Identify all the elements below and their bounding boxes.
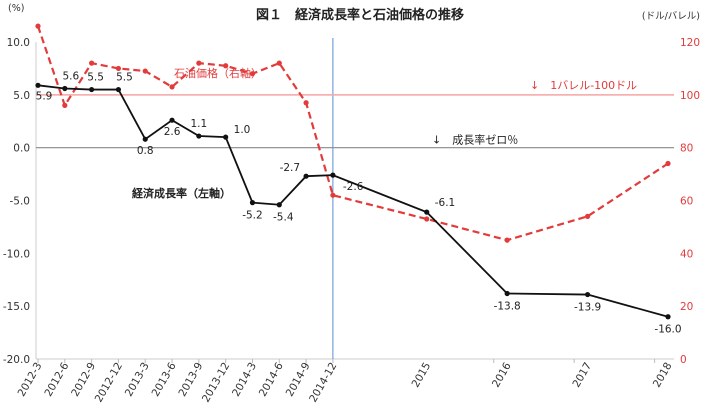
x-tick-label: 2017 bbox=[570, 361, 594, 390]
growth-data-label: -6.1 bbox=[435, 197, 456, 209]
y-right-tick-label: 120 bbox=[680, 37, 700, 49]
reference-lines: ↓ 1バレル-100ドル ↓ 成長率ゼロ％ bbox=[36, 38, 674, 359]
growth-rate-line bbox=[37, 84, 669, 318]
y-left-tick-label: 0.0 bbox=[13, 143, 30, 155]
growth-data-label: 5.5 bbox=[116, 72, 133, 84]
y-left-tick-label: 5.0 bbox=[13, 90, 30, 102]
growth-rate-point bbox=[196, 133, 202, 139]
x-tick-label: 2016 bbox=[490, 360, 514, 389]
growth-data-label: -13.9 bbox=[574, 302, 601, 314]
growth-data-label: 1.1 bbox=[190, 118, 207, 130]
oil-price-line bbox=[36, 25, 669, 242]
y-right-tick-label: 80 bbox=[680, 143, 693, 155]
growth-rate-point bbox=[169, 117, 175, 123]
y-right-tick-label: 40 bbox=[680, 248, 693, 260]
growth-data-label: -5.4 bbox=[273, 212, 294, 224]
growth-data-label: 0.8 bbox=[137, 145, 154, 157]
x-tick-label: 2014-6 bbox=[257, 360, 286, 398]
left-axis-unit: (%) bbox=[8, 3, 24, 14]
growth-rate-point bbox=[330, 172, 336, 178]
oil-price-point bbox=[196, 60, 202, 66]
growth-rate-point bbox=[142, 136, 148, 142]
growth-series-label: 経済成長率（左軸） bbox=[132, 186, 231, 200]
x-tick-label: 2012-3 bbox=[16, 361, 45, 399]
oil-price-point bbox=[330, 192, 336, 198]
oil-price-point bbox=[424, 216, 430, 222]
oil-price-point bbox=[35, 23, 41, 29]
oil-price-point bbox=[276, 60, 282, 66]
x-tick-label: 2012-6 bbox=[42, 360, 71, 398]
growth-data-label: 1.0 bbox=[234, 124, 251, 136]
growth-rate-point bbox=[249, 200, 256, 206]
growth-data-label: -13.8 bbox=[494, 300, 521, 312]
oil-series-label: 石油価格（右軸） bbox=[174, 66, 262, 80]
oil-price-point bbox=[303, 100, 309, 106]
zero-growth-reference-label: ↓ 成長率ゼロ％ bbox=[432, 133, 518, 147]
growth-data-label: 2.6 bbox=[164, 126, 181, 138]
y-right-tick-label: 60 bbox=[680, 196, 693, 208]
growth-rate-point bbox=[276, 202, 282, 208]
y-left-tick-label: -5.0 bbox=[10, 196, 31, 208]
y-left-tick-label: -15.0 bbox=[3, 301, 30, 313]
growth-rate-point bbox=[115, 86, 122, 93]
x-tick-label: 2013-9 bbox=[176, 361, 205, 399]
axes: 10.0 5.0 0.0 -5.0 -10.0 -15.0 -20.0 120 100 80 60 4… bbox=[3, 37, 700, 404]
oil-price-point bbox=[584, 213, 591, 219]
growth-rate-point bbox=[584, 291, 591, 298]
growth-rate-point bbox=[62, 85, 68, 92]
x-tick-label: 2013-3 bbox=[123, 361, 152, 399]
oil-price-point bbox=[223, 63, 229, 69]
oil-price-point bbox=[504, 237, 510, 243]
growth-data-label: 5.9 bbox=[36, 90, 53, 102]
chart-title: 図１ 経済成長率と石油価格の推移 bbox=[256, 7, 464, 23]
oil-100-reference-label: ↓ 1バレル-100ドル bbox=[530, 79, 637, 92]
data-labels: 5.9 5.6 5.5 5.5 0.8 2.6 1.1 1.0 -5.2 -5.4 -2.7 -2.6… bbox=[36, 70, 682, 335]
series bbox=[35, 23, 671, 320]
growth-rate-point bbox=[303, 173, 309, 179]
oil-price-point bbox=[89, 60, 95, 66]
growth-data-label: -5.2 bbox=[242, 210, 263, 222]
x-tick-label: 2018 bbox=[651, 361, 675, 390]
x-tick-label: 2014-9 bbox=[284, 361, 313, 399]
y-right-tick-label: 20 bbox=[680, 301, 693, 313]
y-left-tick-label: -20.0 bbox=[3, 354, 30, 366]
x-tick-label: 2014-3 bbox=[230, 361, 259, 399]
y-right-tick-label: 100 bbox=[680, 90, 700, 102]
growth-data-label: 5.5 bbox=[87, 72, 104, 84]
x-tick-label: 2013-6 bbox=[150, 360, 179, 398]
growth-data-label: -2.6 bbox=[343, 181, 364, 193]
oil-price-point bbox=[169, 84, 175, 90]
growth-rate-point bbox=[665, 314, 671, 320]
growth-rate-point bbox=[504, 290, 510, 297]
oil-price-point bbox=[115, 65, 122, 72]
growth-rate-point bbox=[35, 82, 41, 88]
growth-data-label: 5.6 bbox=[62, 70, 79, 82]
oil-price-point bbox=[142, 68, 148, 74]
y-right-tick-label: 0 bbox=[680, 354, 687, 366]
growth-rate-point bbox=[89, 86, 95, 93]
right-axis-unit: (ドル/バレル) bbox=[642, 11, 700, 22]
growth-rate-point bbox=[223, 134, 229, 140]
x-tick-label: 2015 bbox=[410, 361, 434, 390]
growth-rate-point bbox=[424, 209, 430, 215]
y-left-tick-label: 10.0 bbox=[7, 37, 30, 49]
oil-price-point bbox=[665, 160, 671, 167]
y-left-tick-label: -10.0 bbox=[3, 248, 30, 260]
oil-price-point bbox=[249, 71, 256, 77]
growth-data-label: -16.0 bbox=[654, 324, 681, 336]
growth-data-label: -2.7 bbox=[280, 162, 301, 174]
oil-price-point bbox=[62, 102, 68, 108]
x-tick-label: 2012-9 bbox=[69, 361, 98, 399]
